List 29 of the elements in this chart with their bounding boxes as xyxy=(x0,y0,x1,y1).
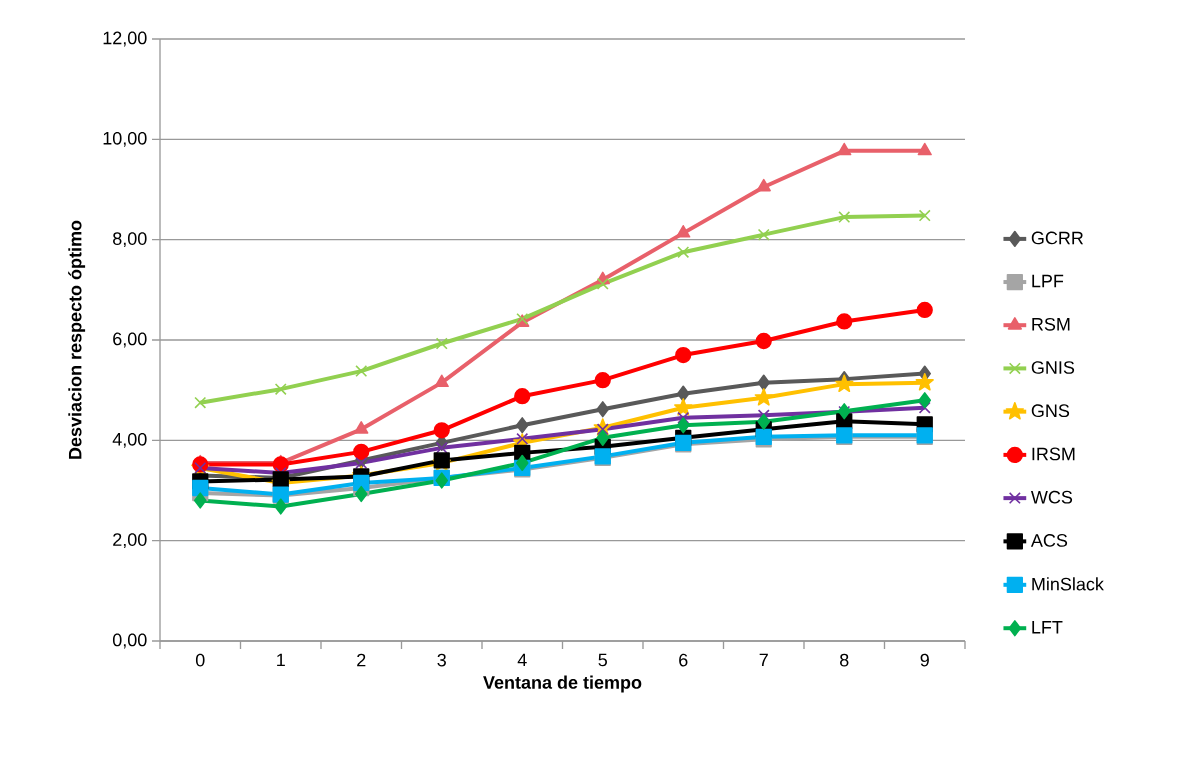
y-tick-label: 10,00 xyxy=(103,131,147,147)
legend-label: GNS xyxy=(1031,404,1070,418)
legend-label: LPF xyxy=(1032,274,1064,288)
legend-label: GCRR xyxy=(1031,231,1084,245)
y-tick-label: 6,00 xyxy=(113,332,147,348)
legend-label: ACS xyxy=(1030,534,1068,547)
legend-label: GNIS xyxy=(1031,361,1075,374)
x-tick-label: 9 xyxy=(920,653,929,667)
x-tick-label: 5 xyxy=(598,653,608,667)
x-tick-label: 7 xyxy=(759,653,768,667)
legend-label: IRSM xyxy=(1032,447,1075,461)
y-axis-title: Desviacion respecto óptimo xyxy=(68,220,86,459)
legend-label: MinSlack xyxy=(1032,577,1104,591)
x-tick-label: 3 xyxy=(437,653,446,667)
x-tick-label: 6 xyxy=(679,653,688,667)
x-tick-label: 8 xyxy=(840,653,849,667)
legend-label: WCS xyxy=(1030,490,1073,504)
legend-label: LFT xyxy=(1032,621,1063,634)
y-tick-label: 8,00 xyxy=(113,232,147,248)
x-tick-label: 2 xyxy=(357,653,366,667)
x-tick-label: 4 xyxy=(517,653,527,667)
y-tick-label: 2,00 xyxy=(113,533,147,549)
x-axis-title: Ventana de tiempo xyxy=(483,675,642,693)
y-tick-label: 12,00 xyxy=(103,31,147,47)
x-tick-label: 1 xyxy=(277,653,285,667)
y-tick-label: 0,00 xyxy=(112,633,147,649)
y-tick-label: 4,00 xyxy=(112,432,147,448)
x-tick-label: 0 xyxy=(195,653,205,667)
legend-label: RSM xyxy=(1032,317,1070,331)
